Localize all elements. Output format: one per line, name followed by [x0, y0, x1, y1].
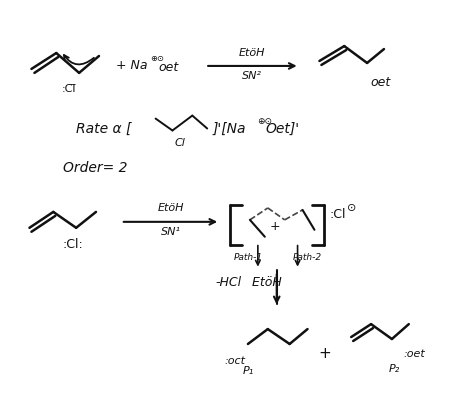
Text: P₁: P₁ — [242, 366, 254, 376]
Text: Cl: Cl — [175, 139, 186, 148]
Text: oet: oet — [371, 76, 391, 89]
Text: EtöH: EtöH — [157, 203, 184, 213]
Text: SN²: SN² — [242, 71, 262, 81]
Text: :Cl: :Cl — [329, 209, 346, 221]
Text: + Na: + Na — [116, 59, 147, 72]
Text: Path-2: Path-2 — [293, 253, 322, 262]
Text: Order= 2: Order= 2 — [63, 161, 128, 175]
FancyArrowPatch shape — [255, 246, 260, 265]
Text: ⊕⊙: ⊕⊙ — [151, 55, 164, 64]
Text: ⊕⊙: ⊕⊙ — [257, 117, 272, 126]
Text: SN¹: SN¹ — [161, 227, 181, 237]
Text: Oet]': Oet]' — [266, 121, 300, 135]
Text: +: + — [318, 346, 331, 361]
Text: :oct: :oct — [225, 356, 246, 366]
Text: :oet: :oet — [404, 349, 426, 359]
Text: EtöH: EtöH — [238, 48, 265, 58]
Text: -HCl: -HCl — [215, 276, 241, 289]
Text: :Cl̅: :Cl̅ — [62, 84, 76, 94]
Text: EtöH: EtöH — [248, 276, 282, 289]
Text: P₂: P₂ — [388, 364, 400, 374]
FancyArrowPatch shape — [64, 55, 94, 64]
Text: Path-1: Path-1 — [233, 253, 263, 262]
Text: ⊙: ⊙ — [347, 203, 356, 213]
Text: :Cl:: :Cl: — [63, 238, 83, 251]
Text: +: + — [269, 220, 280, 233]
Text: oet: oet — [158, 61, 179, 74]
FancyArrowPatch shape — [295, 246, 300, 265]
Text: Rate α [: Rate α [ — [76, 121, 131, 135]
Text: ]'[Na: ]'[Na — [212, 121, 246, 135]
